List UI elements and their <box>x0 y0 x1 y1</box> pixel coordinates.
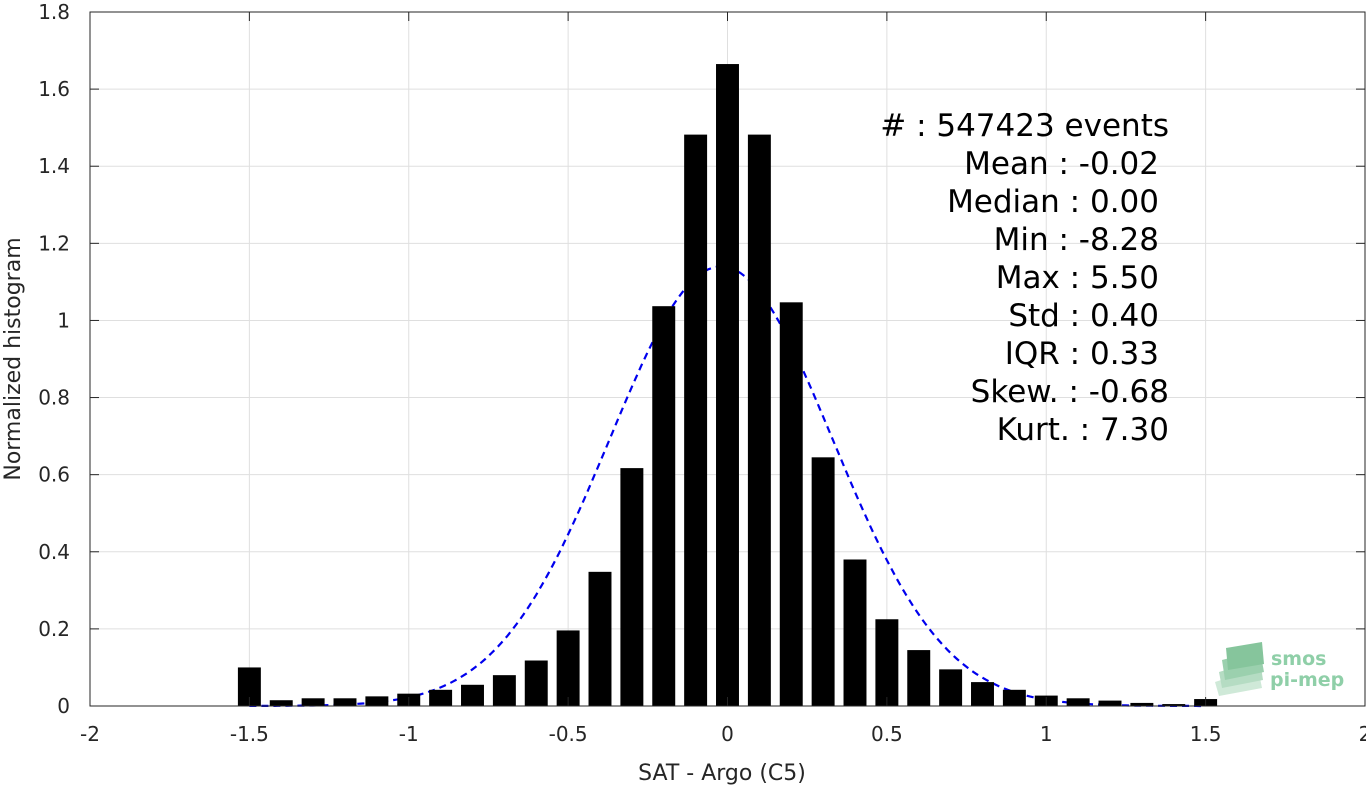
histogram-bar <box>588 571 612 706</box>
y-tick-label: 0.8 <box>38 386 70 410</box>
stat-events: # : 547423 events <box>880 108 1169 144</box>
histogram-bar <box>747 134 771 707</box>
histogram-bar <box>301 698 325 706</box>
histogram-bar <box>684 134 708 707</box>
histogram-bar <box>971 682 994 706</box>
stat-mean: Mean : -0.02 <box>964 146 1159 182</box>
bars <box>237 64 1218 707</box>
x-tick-label: -1 <box>399 722 419 746</box>
histogram-bar <box>620 468 644 706</box>
x-tick-label: 0 <box>721 722 734 746</box>
x-tick-label: -1.5 <box>230 722 269 746</box>
histogram-bar <box>524 660 548 706</box>
histogram-bar <box>1098 700 1122 706</box>
y-tick-label: 1.2 <box>38 231 70 255</box>
histogram-bar <box>429 689 453 706</box>
smos-pimep-logo: smos pi-mep <box>1215 642 1344 696</box>
y-axis-ticks: 0 0.2 0.4 0.6 0.8 1 1.2 1.4 1.6 1.8 <box>38 0 1365 718</box>
histogram-bar <box>1066 698 1090 706</box>
stat-iqr: IQR : 0.33 <box>1005 336 1159 372</box>
y-tick-label: 0 <box>57 694 70 718</box>
x-tick-label: 1.5 <box>1190 722 1222 746</box>
stat-kurt: Kurt. : 7.30 <box>997 412 1169 448</box>
histogram-bar <box>269 700 293 706</box>
y-axis-label: Normalized histogram <box>1 237 26 480</box>
x-axis-ticks: -2 -1.5 -1 -0.5 0 0.5 1 1.5 2 <box>80 12 1366 746</box>
y-tick-label: 0.2 <box>38 617 70 641</box>
histogram-bar <box>1002 689 1026 706</box>
histogram-bar <box>843 559 867 706</box>
histogram-bar <box>556 630 580 706</box>
logo-text-pimep: pi-mep <box>1270 669 1344 691</box>
stat-min: Min : -8.28 <box>994 222 1159 258</box>
histogram-bar <box>716 64 739 707</box>
x-axis-label: SAT - Argo (C5) <box>638 761 806 786</box>
logo-text-smos: smos <box>1271 648 1326 670</box>
y-tick-label: 1.6 <box>38 77 70 101</box>
y-tick-label: 1 <box>57 308 70 332</box>
histogram-bar <box>333 698 357 706</box>
histogram-bar <box>492 675 516 706</box>
stat-skew: Skew. : -0.68 <box>971 374 1169 410</box>
y-tick-label: 0.6 <box>38 463 70 487</box>
histogram-bar <box>652 306 676 706</box>
histogram-bar <box>907 650 931 706</box>
y-tick-label: 1.4 <box>38 154 70 178</box>
logo-layers-icon <box>1215 642 1264 696</box>
x-tick-label: -2 <box>80 722 100 746</box>
histogram-bar <box>461 684 484 706</box>
stat-std: Std : 0.40 <box>1008 298 1159 334</box>
x-tick-label: 0.5 <box>871 722 903 746</box>
stat-max: Max : 5.50 <box>996 260 1159 296</box>
x-tick-label: 1 <box>1040 722 1053 746</box>
histogram-bar <box>779 302 803 706</box>
y-tick-label: 1.8 <box>38 0 70 24</box>
y-tick-label: 0.4 <box>38 540 70 564</box>
histogram-bar <box>237 667 261 706</box>
histogram-bar <box>939 669 963 706</box>
histogram-bar <box>875 619 899 706</box>
x-tick-label: -0.5 <box>549 722 588 746</box>
histogram-bar <box>811 457 835 706</box>
histogram-bar <box>1130 702 1154 706</box>
histogram-bar <box>1162 704 1186 706</box>
x-tick-label: 2 <box>1359 722 1366 746</box>
stat-median: Median : 0.00 <box>947 184 1159 220</box>
histogram-bar <box>365 696 389 706</box>
stats-box: # : 547423 events Mean : -0.02 Median : … <box>880 108 1169 448</box>
